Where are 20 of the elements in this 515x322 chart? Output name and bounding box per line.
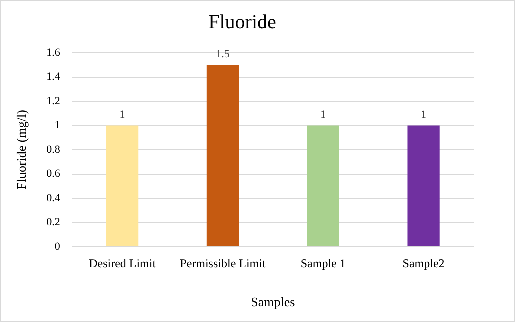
x-tick-label: Sample2 [402,256,445,270]
y-tick-label: 1.4 [46,71,61,84]
data-label: 1 [320,109,326,122]
y-tick-label: 1.6 [46,46,61,59]
x-tick-label: Sample 1 [300,256,346,270]
y-tick-label: 0 [54,240,61,253]
data-label: 1.5 [216,48,230,61]
data-label: 1 [421,109,427,122]
y-axis-title: Fluoride (mg/l) [14,110,30,190]
y-tick-label: 0.8 [46,144,61,156]
y-tick-label: 0.2 [46,216,60,229]
chart-title: Fluoride [208,11,277,34]
x-axis-title: Samples [251,294,296,310]
y-tick-label: 0.4 [46,192,61,204]
y-tick-label: 1 [54,120,60,132]
x-tick-label: Permissible Limit [180,256,266,270]
x-tick-label: Desired Limit [89,256,157,270]
y-tick-label: 1.2 [46,95,60,108]
y-tick-label: 0.6 [46,168,61,180]
data-label: 1 [120,109,126,122]
